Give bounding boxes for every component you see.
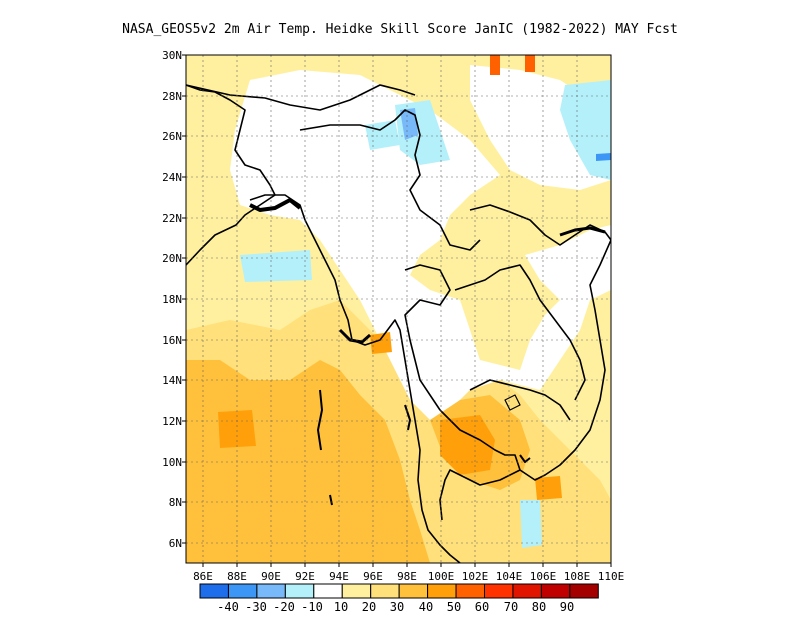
colorbar-swatch — [313, 583, 343, 599]
border-cambodia — [469, 379, 571, 421]
border-laos — [454, 264, 586, 401]
colorbar-label: -10 — [301, 600, 323, 614]
band-neg-10-c — [365, 120, 400, 150]
colorbar-swatch — [256, 583, 286, 599]
band-neg-10-b — [240, 250, 312, 282]
y-tick-label: 8N — [169, 496, 182, 509]
x-tick-label: 100E — [428, 570, 455, 583]
y-tick-label: 18N — [162, 293, 182, 306]
coast-vietnam — [519, 239, 611, 481]
band-neg-10-e — [520, 500, 542, 548]
skill-shading — [186, 55, 611, 563]
colorbar-swatch — [455, 583, 485, 599]
map-title: NASA_GEOS5v2 2m Air Temp. Heidke Skill S… — [122, 22, 678, 37]
colorbar-swatch — [370, 583, 400, 599]
colorbar-swatch — [484, 583, 514, 599]
colorbar-label: -20 — [273, 600, 295, 614]
band-40-50-a — [218, 410, 256, 448]
band-40-50-b — [440, 415, 495, 475]
colorbar-swatch — [398, 583, 429, 599]
y-tick-label: 24N — [162, 171, 182, 184]
colorbar-label: 90 — [560, 600, 574, 614]
colorbar — [199, 583, 599, 599]
y-tick-label: 28N — [162, 90, 182, 103]
x-tick-label: 106E — [530, 570, 557, 583]
y-tick-label: 16N — [162, 334, 182, 347]
x-tick-label: 96E — [363, 570, 383, 583]
y-tick-label: 30N — [162, 49, 182, 62]
coast-bay-thick-a — [249, 198, 302, 212]
colorbar-label: 80 — [532, 600, 546, 614]
colorbar-label: 40 — [419, 600, 433, 614]
gridlines — [186, 55, 611, 563]
band-50-60-a — [490, 55, 500, 75]
x-tick-label: 110E — [598, 570, 625, 583]
colorbar-swatch — [199, 583, 229, 599]
border-myanmar-thailand — [404, 264, 451, 411]
band-40-50-d — [535, 476, 562, 500]
band-40-50-c — [370, 332, 392, 354]
tick-marks — [182, 54, 612, 567]
band-50-60-b — [525, 55, 535, 72]
colorbar-label: 30 — [390, 600, 404, 614]
coast-india-bangladesh — [186, 84, 276, 266]
x-tick-label: 92E — [295, 570, 315, 583]
y-tick-label: 6N — [169, 537, 182, 550]
colorbar-swatch — [540, 583, 571, 599]
colorbar-label: 70 — [504, 600, 518, 614]
mekong-delta — [519, 454, 531, 463]
y-tick-label: 20N — [162, 252, 182, 265]
x-tick-label: 86E — [193, 570, 213, 583]
lake-tonle-sap — [504, 394, 521, 411]
mergui-islands — [404, 404, 411, 431]
x-tick-label: 98E — [397, 570, 417, 583]
x-tick-label: 108E — [564, 570, 591, 583]
x-tick-label: 104E — [496, 570, 523, 583]
coast-gulf-thailand — [439, 409, 521, 521]
colorbar-swatch — [284, 583, 315, 599]
y-tick-label: 12N — [162, 415, 182, 428]
x-tick-label: 88E — [227, 570, 247, 583]
colorbar-label: 50 — [447, 600, 461, 614]
colorbar-swatch — [427, 583, 457, 599]
band-neg-30 — [596, 153, 611, 161]
coast-hainan-thick — [559, 226, 606, 237]
andaman-islands — [317, 389, 323, 451]
y-tick-label: 26N — [162, 130, 182, 143]
plot-frame — [185, 54, 612, 564]
y-axis-labels: 6N 8N 10N 12N 14N 16N 18N 20N 22N 24N 26… — [162, 49, 182, 550]
y-tick-label: 22N — [162, 212, 182, 225]
colorbar-swatch — [341, 583, 372, 599]
coast-bay-thick-b — [338, 328, 371, 344]
colorbar-swatch — [227, 583, 258, 599]
colorbar-label: -30 — [245, 600, 267, 614]
colorbar-swatch — [512, 583, 542, 599]
x-tick-label: 94E — [329, 570, 349, 583]
band-white-central — [230, 70, 611, 420]
colorbar-label: 60 — [475, 600, 489, 614]
band-neg-20 — [400, 108, 418, 140]
colorbar-swatch — [569, 583, 599, 599]
colorbar-label: -40 — [217, 600, 239, 614]
border-myanmar-china — [299, 109, 481, 251]
y-tick-label: 10N — [162, 456, 182, 469]
x-axis-labels: 86E 88E 90E 92E 94E 96E 98E 100E 102E 10… — [193, 570, 624, 583]
colorbar-label: 20 — [362, 600, 376, 614]
x-tick-label: 102E — [462, 570, 489, 583]
nicobar-islands — [329, 494, 333, 506]
y-tick-label: 14N — [162, 374, 182, 387]
x-tick-label: 90E — [261, 570, 281, 583]
colorbar-labels: -40 -30 -20 -10 10 20 30 40 50 60 70 80 … — [217, 600, 574, 614]
colorbar-label: 10 — [334, 600, 348, 614]
